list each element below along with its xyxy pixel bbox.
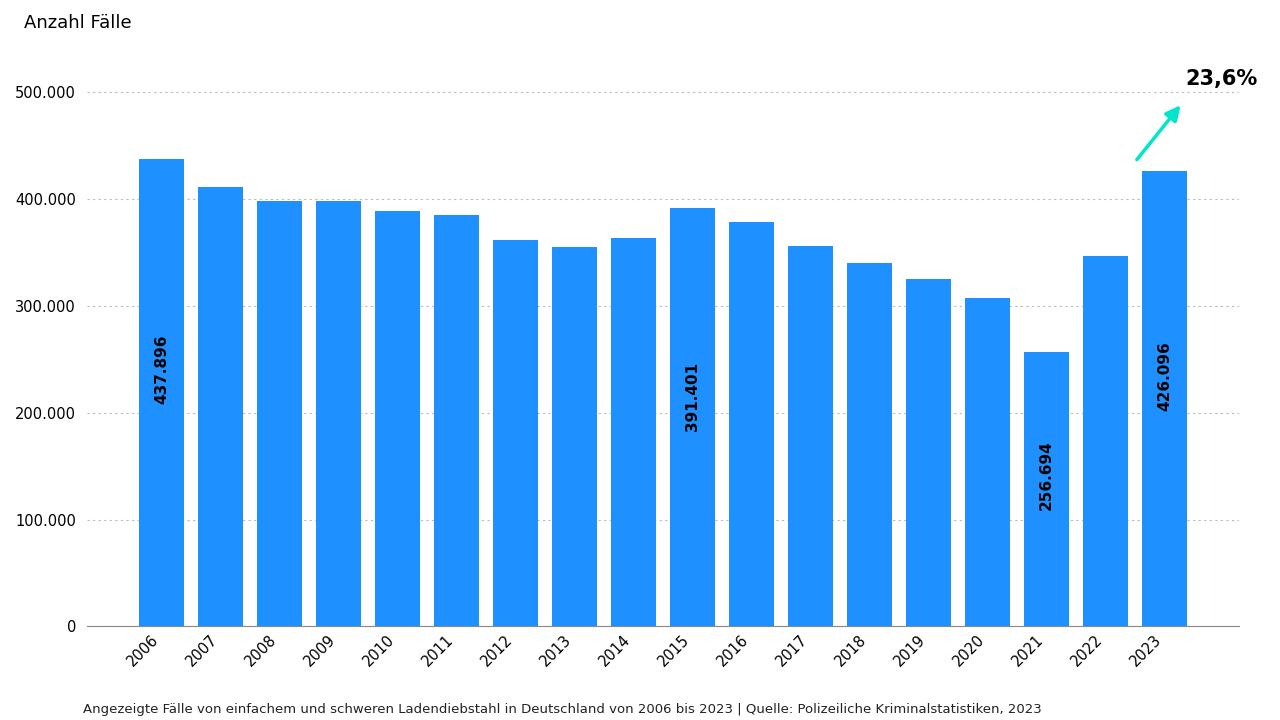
Bar xyxy=(906,279,951,626)
Text: 256.694: 256.694 xyxy=(1039,441,1055,510)
Text: 391.401: 391.401 xyxy=(685,362,700,431)
Bar xyxy=(257,202,302,626)
Text: Angezeigte Fälle von einfachem und schweren Ladendiebstahl in Deutschland von 20: Angezeigte Fälle von einfachem und schwe… xyxy=(83,703,1042,716)
Bar xyxy=(494,240,538,626)
Bar xyxy=(965,299,1010,626)
Bar xyxy=(434,215,479,626)
Bar xyxy=(1143,171,1187,626)
Bar xyxy=(140,158,184,626)
Bar xyxy=(730,222,773,626)
Bar xyxy=(612,238,655,626)
Text: Anzahl Fälle: Anzahl Fälle xyxy=(24,14,132,32)
Bar xyxy=(198,187,243,626)
Bar xyxy=(1083,256,1128,626)
Bar xyxy=(316,202,361,626)
Bar xyxy=(553,247,596,626)
Bar xyxy=(788,246,833,626)
Text: 426.096: 426.096 xyxy=(1157,341,1172,411)
Bar xyxy=(847,264,892,626)
Bar xyxy=(375,211,420,626)
Bar xyxy=(671,208,714,626)
Text: 437.896: 437.896 xyxy=(154,334,169,404)
Bar xyxy=(1024,352,1069,626)
Text: 23,6%: 23,6% xyxy=(1185,69,1257,89)
